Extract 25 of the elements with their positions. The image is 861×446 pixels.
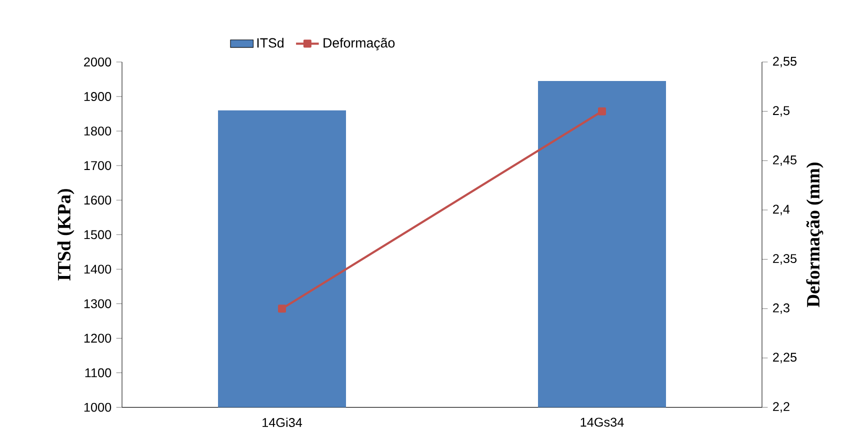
y-tick-label: 1400	[84, 264, 112, 274]
y2-tick-label: 2,5	[773, 106, 790, 117]
y-tick-label: 1500	[84, 230, 112, 240]
y-tick-label: 1200	[84, 334, 112, 343]
y2-tick-label: 2,45	[773, 155, 797, 166]
legend-label: ITSd	[257, 38, 284, 48]
y-tick-label: 1700	[84, 161, 112, 170]
x-tick-label: 14Gi34	[262, 418, 302, 428]
y-tick-label: 1900	[84, 92, 112, 102]
y-tick-label: 2000	[84, 58, 112, 66]
y2-tick-label: 2,35	[773, 254, 797, 265]
y-tick-label: 1800	[84, 126, 112, 136]
y2-axis-title: Deformação (mm)	[806, 162, 824, 308]
y-tick-label: 1000	[84, 402, 112, 412]
y2-tick-label: 2,25	[773, 352, 797, 364]
legend-label: Deformação	[324, 38, 395, 50]
y-axis-title: ITSd (KPa)	[57, 189, 74, 280]
y2-tick-label: 2,55	[773, 56, 797, 68]
y-tick-label: 1600	[84, 196, 112, 205]
y-tick-label: 1100	[85, 368, 112, 378]
y2-tick-label: 2,3	[773, 303, 790, 314]
y2-tick-label: 2,2	[773, 402, 790, 413]
x-tick-label: 14Gs34	[580, 418, 624, 427]
y2-tick-label: 2,4	[773, 204, 790, 216]
y-tick-label: 1300	[84, 299, 112, 308]
